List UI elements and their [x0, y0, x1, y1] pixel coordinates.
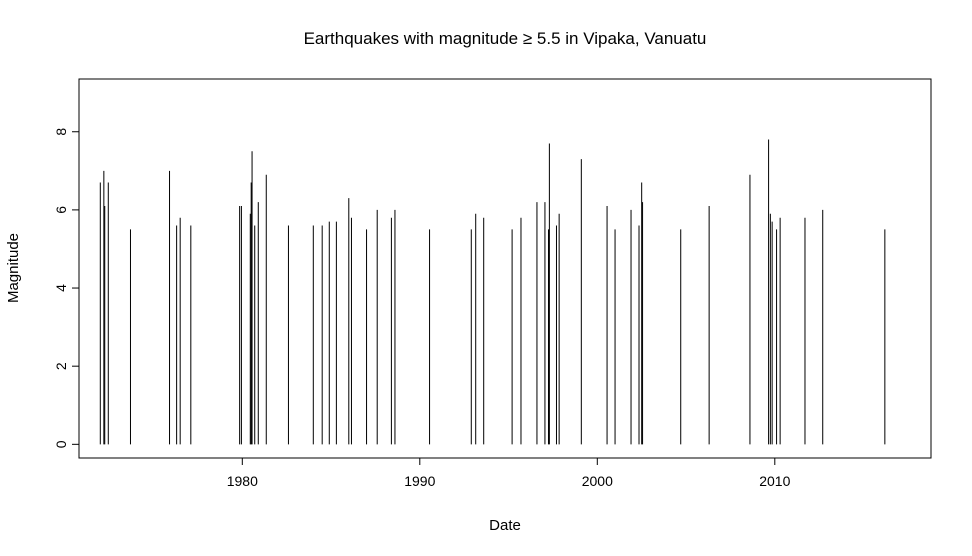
- x-tick-label: 2010: [759, 473, 790, 489]
- y-axis-label: Magnitude: [5, 233, 22, 303]
- y-tick-label: 8: [53, 128, 69, 136]
- x-axis-label: Date: [489, 517, 521, 534]
- y-axis: 0 2 4 6 8: [53, 128, 80, 448]
- y-tick-label: 4: [53, 284, 69, 292]
- plot-frame: [78, 78, 932, 459]
- x-tick-label: 1990: [404, 473, 435, 489]
- y-tick-label: 0: [53, 440, 69, 448]
- x-tick-label: 2000: [582, 473, 613, 489]
- y-tick-label: 6: [53, 206, 69, 214]
- magnitude-spikes: [99, 139, 886, 445]
- x-tick-label: 1980: [227, 473, 258, 489]
- y-tick-label: 2: [53, 362, 69, 370]
- x-axis: 1980 1990 2000 2010: [227, 457, 791, 489]
- chart-title: Earthquakes with magnitude ≥ 5.5 in Vipa…: [304, 29, 707, 48]
